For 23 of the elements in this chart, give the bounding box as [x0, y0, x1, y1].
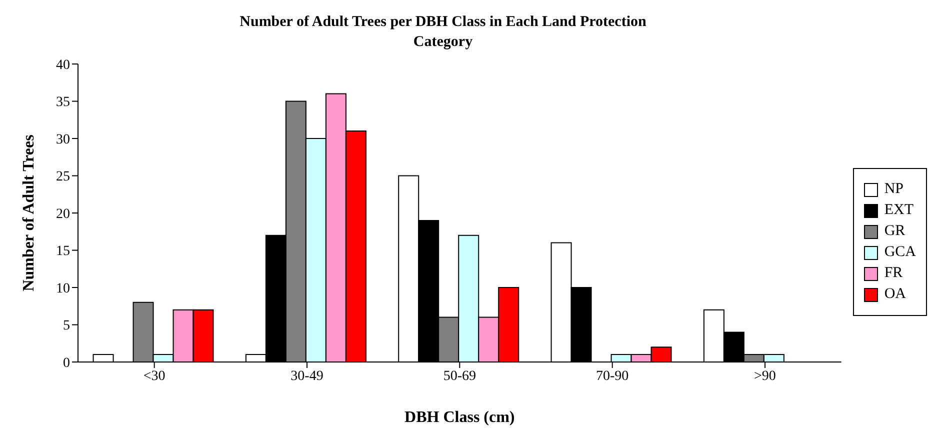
y-tick-label: 35: [56, 95, 70, 110]
legend-label: EXT: [884, 202, 914, 219]
y-tick-label: 0: [63, 356, 70, 371]
x-tick-label: >90: [754, 368, 776, 384]
chart-title: Number of Adult Trees per DBH Class in Each Land Protection Category: [238, 13, 648, 52]
x-tick-label: <30: [143, 368, 166, 384]
legend-label: NP: [884, 181, 904, 198]
y-tick-label: 15: [56, 244, 70, 260]
legend-label: GCA: [884, 244, 916, 261]
legend-label: GR: [884, 223, 906, 240]
y-tick-label: 30: [56, 132, 70, 148]
x-tick-label: 50-69: [443, 368, 476, 384]
x-axis-title: DBH Class (cm): [404, 409, 515, 426]
y-tick-label: 20: [56, 206, 70, 222]
x-tick-label: 30-49: [290, 368, 324, 384]
y-tick-label: 25: [56, 170, 70, 185]
x-tick-label: 70-90: [596, 368, 629, 384]
y-tick-label: 10: [56, 281, 70, 296]
y-tick-label: 40: [56, 58, 70, 73]
legend-label: FR: [884, 265, 903, 282]
y-axis-title: Number of Adult Trees: [20, 134, 38, 292]
y-tick-label: 5: [63, 318, 70, 334]
legend-label: OA: [884, 286, 906, 303]
